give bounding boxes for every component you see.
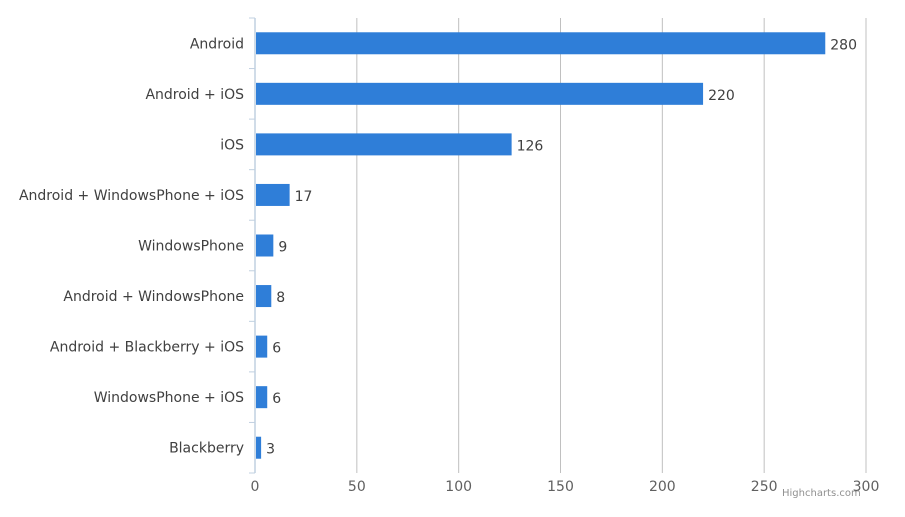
category-labels: Android Android + iOS iOS Android + Windows…	[19, 36, 244, 456]
data-label: 280	[830, 37, 857, 53]
bar	[256, 82, 704, 105]
x-tick-label: 250	[751, 479, 778, 495]
bar	[256, 183, 290, 206]
bar	[256, 335, 268, 358]
bar	[256, 386, 268, 409]
bar	[256, 436, 262, 459]
data-label: 9	[278, 240, 287, 256]
data-label: 6	[272, 391, 281, 407]
category-label: Blackberry	[169, 441, 244, 457]
data-label: 126	[517, 138, 544, 154]
category-label: Android	[190, 36, 244, 52]
highcharts-credit[interactable]: Highcharts.com	[782, 488, 861, 499]
x-tick-label: 150	[547, 479, 574, 495]
data-labels: 280 220 126 17 9 8 6 6 3	[266, 37, 857, 457]
bar	[256, 234, 274, 257]
data-label: 6	[272, 341, 281, 357]
x-tick-label: 300	[853, 479, 880, 495]
data-label: 8	[276, 290, 285, 306]
category-label: Android + WindowsPhone	[63, 289, 244, 305]
x-tick-label: 100	[445, 479, 472, 495]
category-label: Android + Blackberry + iOS	[50, 340, 244, 356]
category-label: Android + iOS	[145, 87, 244, 103]
bar	[256, 285, 272, 308]
x-tick-label: 0	[251, 479, 260, 495]
data-label: 220	[708, 88, 735, 104]
category-label: Android + WindowsPhone + iOS	[19, 188, 244, 204]
x-tick-label: 200	[649, 479, 676, 495]
category-label: WindowsPhone	[138, 239, 244, 255]
bar	[256, 32, 826, 55]
x-tick-label: 50	[348, 479, 366, 495]
bar	[256, 133, 512, 156]
category-axis	[249, 17, 256, 474]
category-label: WindowsPhone + iOS	[94, 390, 244, 406]
data-label: 3	[266, 442, 275, 458]
data-label: 17	[295, 189, 313, 205]
category-label: iOS	[220, 137, 244, 153]
bars	[256, 32, 826, 459]
x-axis-tick-labels: 0 50 100 150 200 250 300	[251, 479, 880, 495]
